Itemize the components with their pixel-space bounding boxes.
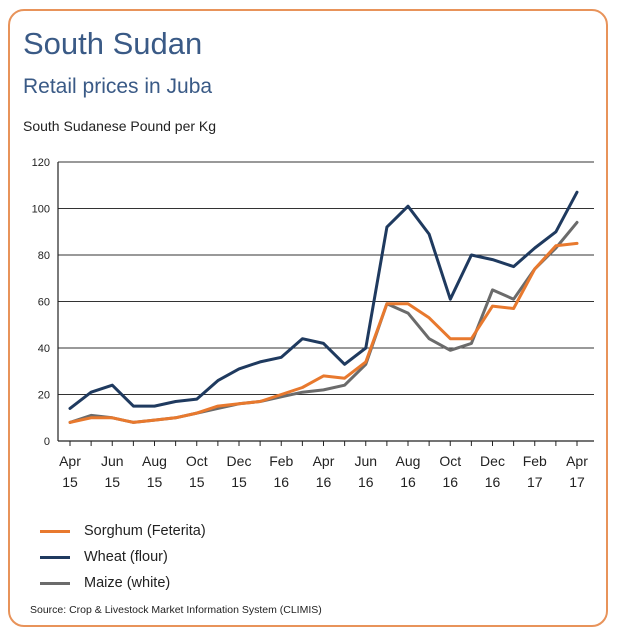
series-lines xyxy=(68,190,579,424)
series-line-maize xyxy=(68,220,579,424)
x-tick-label-year: 16 xyxy=(442,474,458,490)
x-tick-label-year: 17 xyxy=(569,474,585,490)
legend-item-sorghum: Sorghum (Feterita) xyxy=(40,518,206,544)
legend-item-wheat: Wheat (flour) xyxy=(40,544,206,570)
series-line-sorghum xyxy=(68,241,579,424)
source-note: Source: Crop & Livestock Market Informat… xyxy=(30,604,322,616)
x-tick-label-year: 15 xyxy=(189,474,205,490)
x-tick-label-month: Jun xyxy=(354,453,377,469)
x-tick-label-year: 16 xyxy=(358,474,374,490)
chart-subtitle: Retail prices in Juba xyxy=(23,75,213,98)
x-tick-label-month: Aug xyxy=(142,453,167,469)
series-line-wheat xyxy=(68,190,579,410)
x-tick-label-year: 16 xyxy=(316,474,332,490)
y-tick-label: 80 xyxy=(38,250,50,262)
legend-swatch-maize xyxy=(40,581,70,585)
y-tick-label: 120 xyxy=(32,157,50,169)
x-tick-label-month: Feb xyxy=(269,453,293,469)
y-tick-label: 40 xyxy=(38,343,50,355)
chart-card xyxy=(8,9,608,627)
x-tick-label-month: Oct xyxy=(186,453,208,469)
tick-labels: 0 20 40 60 80 100 120 Apr 15 Jun 15 Aug 15 Oct 15 Dec 15… xyxy=(32,157,589,490)
x-tick-label-month: Apr xyxy=(59,453,81,469)
x-tick-label-year: 16 xyxy=(485,474,501,490)
legend-label-maize: Maize (white) xyxy=(84,575,171,591)
x-tick-label-month: Feb xyxy=(523,453,547,469)
y-tick-label: 20 xyxy=(38,390,50,402)
legend: Sorghum (Feterita) Wheat (flour) Maize (… xyxy=(40,518,206,596)
legend-swatch-sorghum xyxy=(40,529,70,533)
legend-swatch-wheat xyxy=(40,555,70,559)
x-tick-label-month: Apr xyxy=(313,453,335,469)
axes xyxy=(57,162,594,446)
x-tick-label-month: Dec xyxy=(227,453,252,469)
y-axis-unit-label: South Sudanese Pound per Kg xyxy=(23,118,217,134)
x-tick-label-month: Apr xyxy=(566,453,588,469)
y-tick-label: 60 xyxy=(38,297,50,309)
y-tick-label: 100 xyxy=(32,204,50,216)
x-tick-label-month: Oct xyxy=(439,453,461,469)
grid-lines xyxy=(58,161,594,395)
x-tick-label-year: 15 xyxy=(147,474,163,490)
x-tick-label-month: Dec xyxy=(480,453,505,469)
x-tick-label-year: 15 xyxy=(231,474,247,490)
page-title: South Sudan xyxy=(23,26,203,61)
legend-label-sorghum: Sorghum (Feterita) xyxy=(84,523,206,539)
x-tick-label-year: 15 xyxy=(62,474,78,490)
x-tick-label-month: Jun xyxy=(101,453,124,469)
x-tick-label-month: Aug xyxy=(396,453,421,469)
x-tick-label-year: 17 xyxy=(527,474,543,490)
legend-label-wheat: Wheat (flour) xyxy=(84,549,168,565)
y-tick-label: 0 xyxy=(44,436,50,448)
x-tick-label-year: 16 xyxy=(400,474,416,490)
legend-item-maize: Maize (white) xyxy=(40,570,206,596)
x-tick-label-year: 15 xyxy=(104,474,120,490)
x-tick-label-year: 16 xyxy=(273,474,289,490)
